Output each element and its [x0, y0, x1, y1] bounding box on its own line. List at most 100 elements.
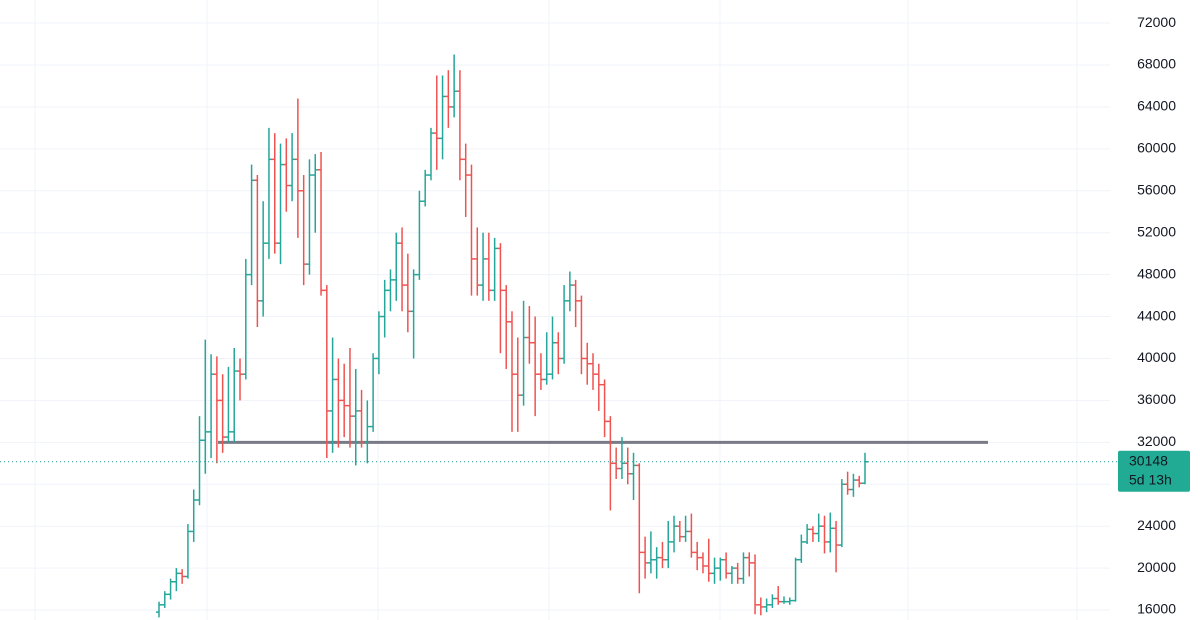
ohlc-bar — [618, 437, 625, 480]
ohlc-bar — [676, 520, 683, 542]
ohlc-bar — [254, 175, 261, 328]
ohlc-bar — [375, 311, 382, 375]
y-tick-label: 24000 — [1137, 517, 1176, 533]
ohlc-bar — [746, 552, 753, 577]
ohlc-bar — [723, 552, 730, 579]
ohlc-bar — [445, 70, 452, 128]
ohlc-bar — [219, 374, 226, 453]
ohlc-bar — [329, 337, 336, 453]
ohlc-bar — [809, 526, 816, 542]
y-tick-label: 44000 — [1137, 307, 1176, 323]
ohlc-bar — [711, 557, 718, 584]
ohlc-bar — [167, 578, 174, 600]
last-price-box — [1118, 450, 1190, 492]
ohlc-bar — [595, 363, 602, 411]
ohlc-bar — [271, 133, 278, 254]
ohlc-bar — [509, 311, 515, 432]
ohlc-bar — [341, 363, 348, 438]
ohlc-bar — [410, 269, 417, 359]
ohlc-bar — [862, 452, 868, 485]
ohlc-bar — [601, 379, 608, 438]
ohlc-bar — [804, 524, 811, 545]
ohlc-bar — [728, 566, 735, 584]
ohlc-bar — [572, 279, 579, 328]
ohlc-bar — [156, 601, 162, 618]
ohlc-bar — [387, 269, 394, 312]
ohlc-bar — [381, 279, 388, 338]
ohlc-bar — [213, 356, 220, 464]
ohlc-bar — [636, 463, 643, 594]
ohlc-bar — [555, 332, 562, 375]
ohlc-bar — [404, 253, 411, 333]
ohlc-bar — [671, 515, 678, 553]
ohlc-bar — [485, 232, 492, 301]
vertical-grid — [34, 0, 1078, 620]
ohlc-bar — [260, 201, 267, 317]
ohlc-bar — [306, 159, 313, 275]
ohlc-bar — [179, 569, 186, 584]
ohlc-bar — [763, 598, 770, 613]
ohlc-bar — [520, 300, 527, 406]
ohlc-bar — [786, 597, 793, 605]
ohlc-bar — [312, 154, 319, 233]
y-tick-label: 32000 — [1137, 433, 1176, 449]
ohlc-bar — [335, 358, 342, 448]
ohlc-bar — [688, 513, 695, 558]
ohlc-bar — [780, 596, 787, 604]
ohlc-bar — [566, 271, 573, 312]
ohlc-bar — [775, 585, 782, 605]
ohlc-bar — [439, 75, 446, 160]
ohlc-bar — [815, 513, 822, 542]
ohlc-bar — [584, 342, 591, 385]
ohlc-bar — [497, 243, 504, 354]
ohlc-bar — [161, 591, 168, 608]
ohlc-bar — [850, 473, 857, 497]
ohlc-bar — [237, 358, 244, 401]
ohlc-bar — [543, 332, 550, 385]
ohlc-bar — [208, 354, 215, 459]
ohlc-bar — [451, 54, 458, 118]
y-tick-label: 20000 — [1137, 559, 1176, 575]
ohlc-bar — [526, 306, 533, 364]
ohlc-bar — [659, 541, 666, 569]
ohlc-bar — [346, 347, 353, 448]
countdown-label: 5d 13h — [1129, 471, 1172, 487]
ohlc-bar — [630, 452, 637, 500]
ohlc-bar — [358, 389, 365, 448]
ohlc-bar — [769, 594, 776, 608]
ohlc-bar — [474, 227, 481, 296]
ohlc-bar — [393, 232, 400, 301]
y-tick-label: 40000 — [1137, 349, 1176, 365]
ohlc-bar — [503, 285, 510, 369]
ohlc-bar — [323, 285, 330, 459]
y-tick-label: 68000 — [1137, 56, 1176, 72]
ohlc-bar — [717, 557, 724, 581]
ohlc-bar — [283, 138, 290, 212]
y-tick-label: 72000 — [1137, 14, 1176, 30]
y-tick-label: 56000 — [1137, 181, 1176, 197]
ohlc-bar — [289, 133, 296, 202]
ohlc-bar — [665, 520, 672, 569]
ohlc-bar — [456, 70, 463, 181]
ohlc-bar — [225, 366, 232, 443]
ohlc-bar — [833, 520, 840, 573]
ohlc-bar — [318, 151, 325, 296]
ohlc-bar — [734, 562, 741, 584]
ohlc-bar — [792, 557, 799, 602]
ohlc-bar — [705, 538, 712, 582]
ohlc-bar — [277, 143, 284, 265]
ohlc-bar — [196, 416, 203, 506]
ohlc-bar — [549, 316, 556, 380]
last-price-label: 30148 — [1129, 452, 1168, 468]
ohlc-bar — [561, 285, 568, 364]
y-tick-label: 64000 — [1137, 98, 1176, 114]
ohlc-bar — [364, 400, 371, 464]
ohlc-bar — [370, 353, 377, 432]
y-tick-label: 48000 — [1137, 265, 1176, 281]
ohlc-bar — [838, 479, 845, 548]
ohlc-bar — [740, 552, 747, 584]
ohlc-bar — [294, 98, 301, 238]
ohlc-bar — [265, 127, 272, 259]
ohlc-bar — [399, 227, 406, 312]
